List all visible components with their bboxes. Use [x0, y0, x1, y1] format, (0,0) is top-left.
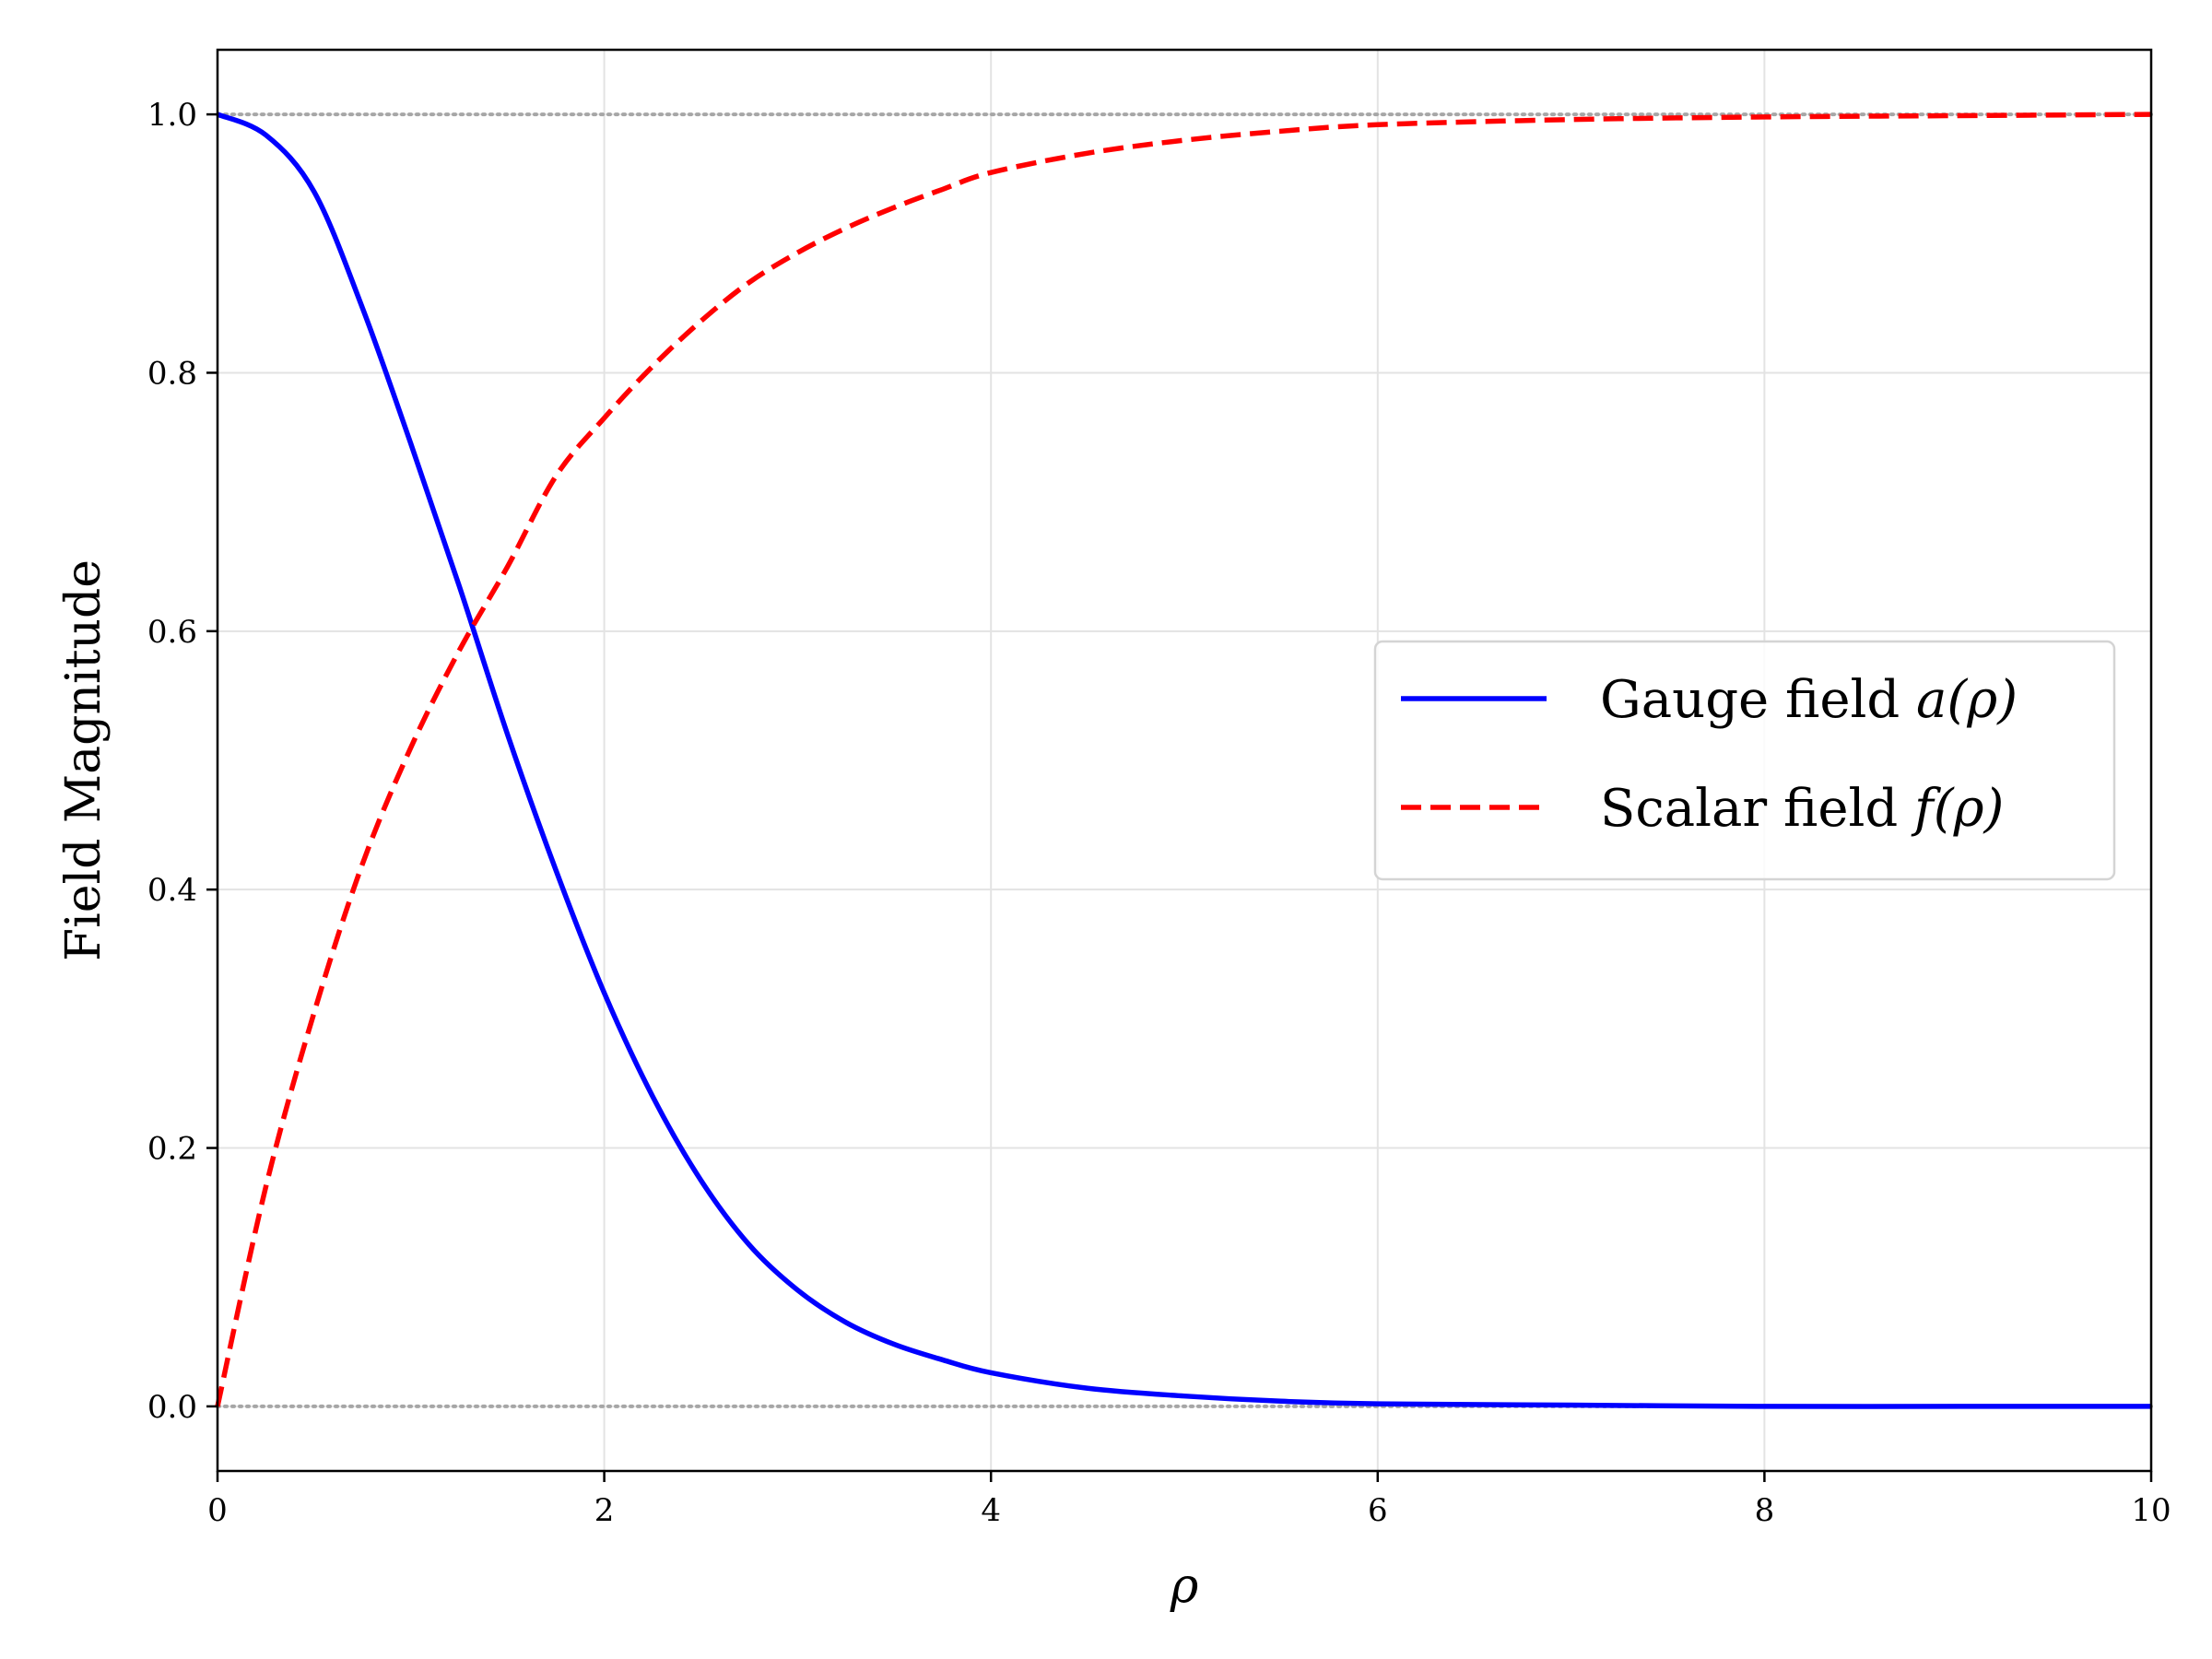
- x-axis-label: ρ: [1170, 1559, 1199, 1614]
- y-tick-label: 0.2: [147, 1131, 197, 1168]
- legend-label: Scalar field f(ρ): [1600, 779, 2004, 839]
- x-tick-label: 4: [981, 1492, 1001, 1529]
- x-tick-label: 8: [1755, 1492, 1775, 1529]
- legend: Gauge field a(ρ)Scalar field f(ρ): [1373, 640, 2116, 881]
- y-tick-label: 1.0: [147, 97, 197, 134]
- scalar-field-line: [215, 112, 2152, 1407]
- grid: [217, 50, 2152, 1471]
- y-tick-label: 0.4: [147, 872, 197, 909]
- x-tick-label: 6: [1368, 1492, 1388, 1529]
- x-tick-label: 0: [207, 1492, 228, 1529]
- gauge-field-line: [216, 112, 2151, 1409]
- legend-label-text: Scalar field: [1600, 779, 1914, 839]
- y-tick-label: 0.6: [147, 614, 197, 651]
- legend-box: [1373, 640, 2116, 881]
- x-tick-label: 2: [594, 1492, 615, 1529]
- reference-lines: [216, 112, 2153, 1408]
- plot-frame: [216, 48, 2153, 1473]
- legend-label-text: Gauge field: [1600, 670, 1916, 730]
- ticks: 0 2 4 6 8 10 0.0 0.2 0.4 0.6 0.8 1.0: [147, 97, 2171, 1529]
- y-tick-label: 0.8: [147, 355, 197, 392]
- y-axis-label: Field Magnitude: [56, 559, 112, 961]
- legend-label: Gauge field a(ρ): [1600, 670, 2018, 730]
- x-tick-label: 10: [2131, 1492, 2171, 1529]
- y-tick-label: 0.0: [147, 1389, 197, 1426]
- legend-label-math: a(ρ): [1916, 670, 2018, 730]
- series-group: [215, 112, 2152, 1409]
- legend-label-math: f(ρ): [1911, 779, 2004, 839]
